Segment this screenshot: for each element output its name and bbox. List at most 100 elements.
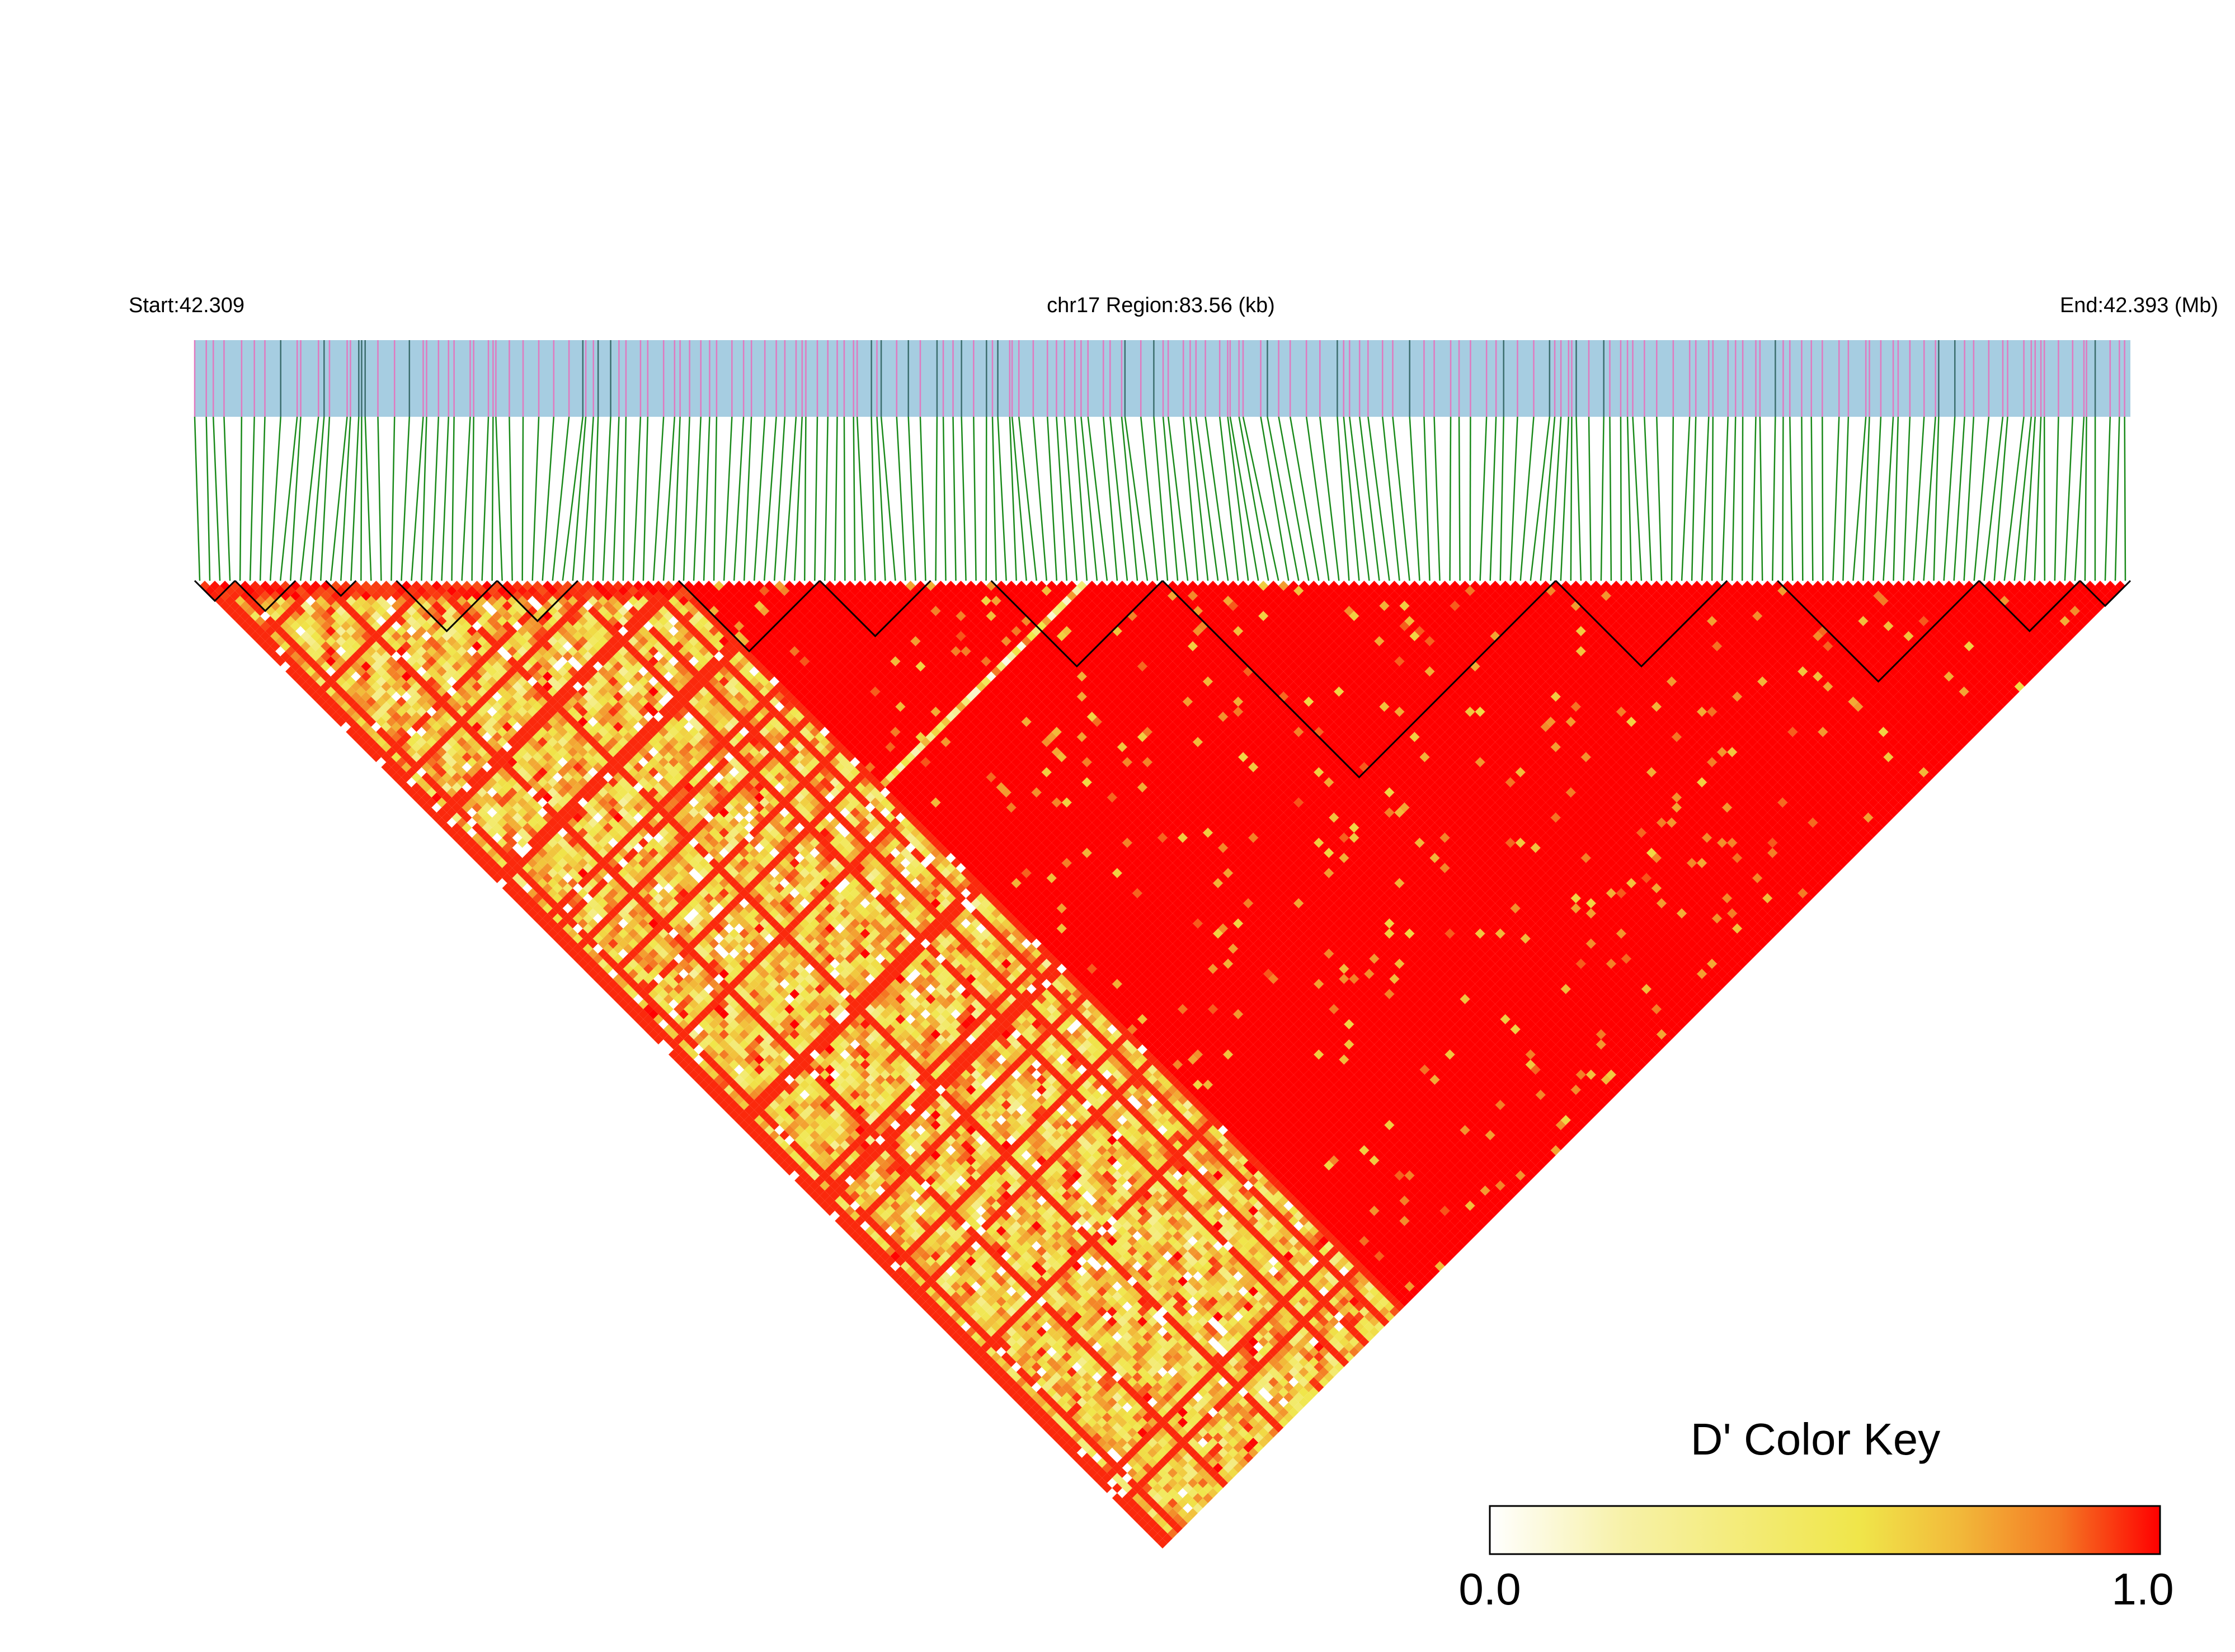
ld-cell — [391, 712, 402, 722]
ld-cell — [855, 1216, 865, 1226]
ld-cell — [900, 1261, 911, 1272]
ld-cell — [1091, 1472, 1102, 1483]
ld-cell — [719, 1049, 730, 1060]
ld-cell — [1036, 1407, 1047, 1418]
ld-cell — [1011, 1392, 1022, 1402]
ld-cell — [572, 953, 583, 964]
ld-cell — [321, 681, 331, 692]
snp-connector — [1575, 416, 1582, 581]
ld-cell — [567, 948, 578, 959]
ld-cell — [250, 621, 261, 632]
snp-connector — [804, 416, 807, 581]
ld-cell — [920, 1301, 931, 1312]
ld-cell — [532, 913, 543, 924]
ld-cell — [910, 1271, 921, 1282]
ld-cell — [401, 732, 412, 742]
ld-cell — [285, 606, 296, 616]
ld-cell — [1076, 1427, 1087, 1438]
ld-cell — [361, 742, 371, 752]
ld-cell — [789, 1150, 800, 1161]
snp-connector — [572, 416, 587, 581]
ld-cell — [265, 616, 276, 627]
ld-cell — [1137, 1518, 1147, 1528]
ld-cell — [477, 807, 487, 818]
ld-cell — [764, 1145, 775, 1156]
snp-connector — [2084, 416, 2087, 581]
ld-cell — [991, 1342, 1001, 1352]
ld-cell — [895, 1266, 906, 1277]
ld-cell — [1036, 1417, 1047, 1428]
snp-connector — [509, 416, 513, 581]
ld-cell — [764, 1095, 775, 1105]
ld-cell — [507, 827, 517, 838]
ld-cell — [749, 1130, 760, 1141]
ld-cell — [280, 641, 291, 652]
ld-cell — [719, 1080, 730, 1090]
ld-cell — [522, 903, 533, 914]
snp-connector — [411, 416, 424, 581]
ld-cell — [885, 1246, 896, 1256]
snp-connector — [1479, 416, 1488, 581]
ld-cell — [945, 1276, 956, 1287]
ld-cell — [1091, 1422, 1102, 1433]
ld-cell — [527, 908, 538, 919]
snp-connector — [1801, 416, 1804, 581]
ld-cell — [386, 717, 397, 727]
ld-cell — [749, 1120, 760, 1131]
ld-cell — [890, 1241, 901, 1251]
ld-cell — [446, 827, 457, 838]
ld-cell — [633, 983, 643, 994]
ld-cell — [577, 958, 588, 969]
ld-cell — [986, 1326, 996, 1337]
snp-connector — [1852, 416, 1867, 581]
snp-connector — [753, 416, 766, 581]
ld-cell — [925, 1296, 936, 1307]
snp-connector — [2034, 416, 2042, 581]
ld-cell — [356, 676, 366, 687]
ld-cell — [663, 1014, 674, 1024]
snp-connector — [1751, 416, 1757, 581]
ld-cell — [915, 1246, 926, 1256]
ld-cell — [840, 1180, 850, 1191]
snp-connector — [713, 416, 718, 581]
ld-cell — [804, 1145, 815, 1156]
ld-cell — [537, 888, 548, 898]
snp-connector — [1570, 416, 1573, 581]
ld-cell — [416, 747, 427, 757]
snp-connector — [1260, 416, 1290, 581]
ld-cell — [416, 757, 427, 768]
ld-cell — [744, 1115, 755, 1126]
ld-cell — [1036, 1397, 1047, 1408]
ld-cell — [502, 832, 512, 843]
region-title: chr17 Region:83.56 (kb) — [1047, 294, 1275, 317]
ld-cell — [1142, 1493, 1152, 1503]
ld-cell — [336, 666, 346, 677]
ld-cell — [1016, 1387, 1027, 1397]
ld-cell — [552, 923, 563, 934]
ld-cell — [1061, 1402, 1072, 1413]
snp-connector — [1973, 416, 1990, 581]
ld-cell — [618, 999, 628, 1009]
ld-cell — [1076, 1437, 1087, 1448]
ld-cell — [336, 707, 346, 717]
ld-cell — [915, 1296, 926, 1307]
ld-cell — [381, 742, 392, 752]
ld-cell — [976, 1316, 986, 1327]
ld-cell — [689, 1019, 699, 1029]
ld-cell — [961, 1342, 971, 1352]
ld-cell — [562, 893, 573, 903]
ld-cell — [1117, 1498, 1127, 1508]
ld-cell — [331, 681, 341, 692]
snp-connector — [1423, 416, 1431, 581]
ld-cell — [714, 1085, 724, 1095]
ld-cell — [1152, 1493, 1163, 1503]
snp-connector — [763, 416, 777, 581]
ld-cell — [684, 1044, 694, 1055]
ld-cell — [729, 1090, 740, 1100]
ld-cell — [804, 1175, 815, 1186]
ld-cell — [835, 1165, 845, 1176]
ld-cell — [986, 1347, 996, 1357]
ld-cell — [356, 737, 366, 747]
snp-connector — [2003, 416, 2025, 581]
ld-cell — [930, 1261, 941, 1272]
